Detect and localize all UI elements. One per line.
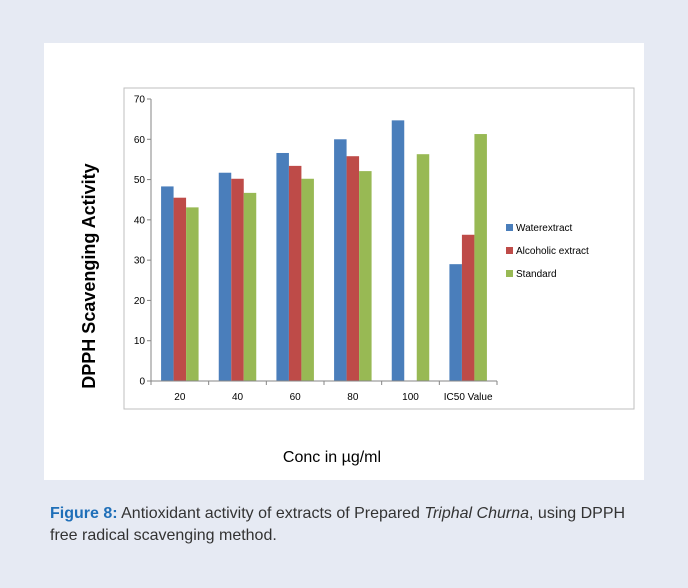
bar: [334, 139, 347, 381]
legend-swatch: [506, 270, 513, 277]
figure-caption: Figure 8: Antioxidant activity of extrac…: [50, 503, 650, 547]
caption-text-before: Antioxidant activity of extracts of Prep…: [117, 505, 425, 522]
bar: [461, 234, 475, 381]
y-tick-label: 10: [134, 336, 146, 347]
caption-italic-text: Triphal Churna: [424, 505, 530, 522]
y-tick-label: 0: [139, 377, 145, 388]
x-tick-label: 80: [347, 392, 359, 403]
legend-swatch: [506, 224, 513, 231]
y-tick-label: 40: [134, 215, 146, 226]
y-tick-label: 20: [134, 296, 146, 307]
y-tick-label: 50: [134, 175, 146, 186]
bar: [231, 178, 244, 381]
legend: Waterextract Alcoholic extract Standard: [506, 223, 589, 280]
bar: [346, 156, 360, 381]
bar-chart: 0 10 20 30 40 50 60 70 20 40 60 80 100 IC50 Value Wat…: [79, 87, 635, 466]
bar: [243, 192, 257, 381]
y-tick-label: 30: [134, 256, 146, 267]
axes-layer: 0 10 20 30 40 50 60 70 20 40 60 80 100 IC50 Value: [123, 87, 635, 410]
bar: [218, 172, 232, 381]
x-tick-label: IC50 Value: [444, 392, 493, 403]
y-axis-title: DPPH Scavenging Activity: [79, 163, 99, 388]
x-axis-title: Conc in µg/ml: [283, 449, 381, 466]
legend-swatch: [506, 247, 513, 254]
x-tick-label: 20: [174, 392, 186, 403]
bar: [391, 120, 405, 381]
caption-label: Figure 8:: [50, 505, 118, 522]
chart-border: [123, 87, 635, 410]
bar: [288, 165, 302, 381]
bar: [161, 186, 174, 381]
bars-layer: [161, 120, 487, 381]
bar: [416, 154, 430, 381]
x-tick-label: 100: [402, 392, 419, 403]
bar: [276, 152, 289, 381]
legend-label: Standard: [516, 269, 557, 280]
bar: [173, 197, 187, 381]
y-tick-label: 60: [134, 135, 146, 146]
x-tick-label: 40: [232, 392, 244, 403]
bar: [474, 134, 487, 381]
bar: [301, 178, 314, 381]
caption-text-after: , using DPPH free radical scavenging met…: [50, 505, 626, 544]
x-tick-label: 60: [290, 392, 302, 403]
legend-label: Alcoholic extract: [516, 246, 589, 257]
bar: [449, 264, 462, 381]
bar: [359, 171, 372, 381]
chart-container: 0 10 20 30 40 50 60 70 20 40 60 80 100 IC50 Value Wat…: [44, 43, 644, 480]
legend-label: Waterextract: [516, 223, 573, 234]
bar: [186, 207, 199, 381]
y-tick-label: 70: [134, 95, 146, 106]
